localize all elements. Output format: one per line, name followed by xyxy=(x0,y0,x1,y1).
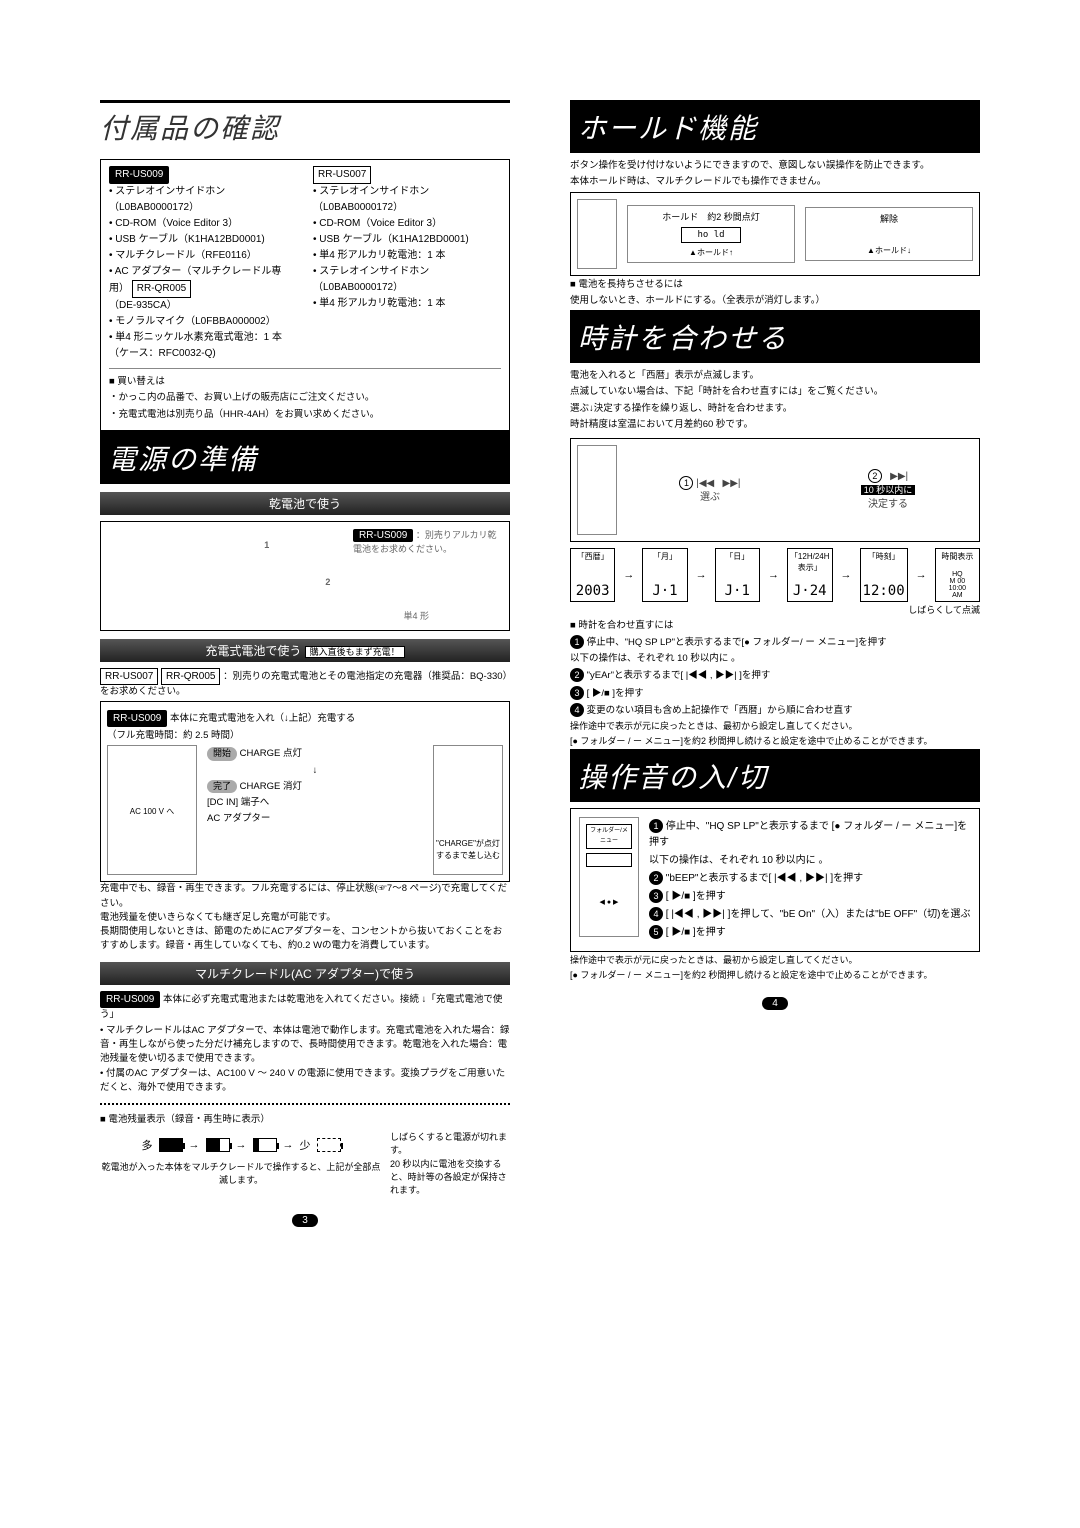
sub-rechargeable: 充電式電池で使う 購入直後もまず充電！ xyxy=(100,639,510,662)
clock-note: [● フォルダー / ー メニュー]を約2 秒間押し続けると設定を途中で止めるこ… xyxy=(570,735,980,748)
op-note: 操作途中で表示が元に戻ったときは、最初から設定し直してください。 xyxy=(570,954,980,967)
clock-sequence: 「西暦」2003 → 「月」J·1 → 「日」J·1 → 「12H/24H 表示… xyxy=(570,548,980,602)
op-note: [● フォルダー / ー メニュー]を約2 秒間押し続けると設定を途中で止めるこ… xyxy=(570,969,980,982)
dry-battery-figure: RR-US009 ：別売りアルカリ乾電池をお求めください。 1 2 単4 形 xyxy=(100,521,510,631)
replace-note: ・かっこ内の品番で、お買い上げの販売店にご注文ください。 xyxy=(109,391,501,405)
cradle-line: RR-US009 本体に必ず充電式電池または乾電池を入れてください。接続 ↓「充… xyxy=(100,991,510,1022)
left-column: 付属品の確認 RR-US009 ステレオインサイドホン（L0BAB0000172… xyxy=(100,100,510,1227)
replace-head: 買い替えは xyxy=(109,375,501,389)
clock-intro: 点滅していない場合は、下記「時計を合わせ直すには」をご覧ください。 xyxy=(570,385,980,399)
acc-item: CD-ROM（Voice Editor 3） xyxy=(109,216,297,232)
page-number: 3 xyxy=(292,1214,318,1227)
right-column: ホールド機能 ボタン操作を受け付けないようにできますので、意図しない誤操作を防止… xyxy=(570,100,980,1227)
page-number: 4 xyxy=(762,997,788,1010)
acc-item: CD-ROM（Voice Editor 3） xyxy=(313,216,501,232)
device-icon: フォルダー/メニュー ◀ ● ▶ xyxy=(579,817,639,937)
op-step: [ ▶/■ ]を押す xyxy=(666,891,726,902)
clock-step: [ ▶/■ ]を押す xyxy=(587,688,644,699)
clock-step: 変更のない項目も含め上記操作で「西暦」から順に合わせ直す xyxy=(587,705,853,716)
op-step: 停止中、"HQ SP LP"と表示するまで [● フォルダー / ー メニュー]… xyxy=(649,821,967,848)
charge-figure: RR-US009 本体に充電式電池を入れ（↓上記）充電する （フル充電時間：約 … xyxy=(100,701,510,882)
sec-clock-title: 時計を合わせる xyxy=(570,310,980,363)
battery-head: 電池残量表示（録音・再生時に表示） xyxy=(100,1113,510,1127)
acc-item: USB ケーブル（K1HA12BD0001) xyxy=(313,232,501,248)
battery-note: しばらくすると電源が切れます。 xyxy=(390,1131,510,1156)
battery-note: 20 秒以内に電池を交換すると、時計等の各設定が保持されます。 xyxy=(390,1158,510,1196)
acc-item: USB ケーブル（K1HA12BD0001) xyxy=(109,232,297,248)
hold-intro: ボタン操作を受け付けないようにできますので、意図しない誤操作を防止できます。 xyxy=(570,159,980,173)
clock-blink-note: しばらくして点滅 xyxy=(570,604,980,617)
replace-note: ・充電式電池は別売り品（HHR-4AH）をお買い求めください。 xyxy=(109,408,501,422)
hold-figure: ホールド 約2 秒間点灯 ho ld ▲ホールド↑ 解除 ▲ホールド↓ xyxy=(570,192,980,276)
clock-select-figure: 1 |◀◀ ▶▶| 選ぶ 2 ▶▶| 10 秒以内に 決定する xyxy=(570,438,980,542)
model-us009: RR-US009 xyxy=(109,166,169,184)
hold-intro: 本体ホールド時は、マルチクレードルでも操作できません。 xyxy=(570,175,980,189)
clock-intro: 電池を入れると「西暦」表示が点滅します。 xyxy=(570,369,980,383)
acc-item: 単4 形アルカリ乾電池：1 本 xyxy=(313,248,501,264)
hold-long-text: 使用しないとき、ホールドにする。（全表示が消灯します。） xyxy=(570,294,980,308)
acc-item: （DE-935CA） xyxy=(109,298,297,314)
clock-step: 停止中、"HQ SP LP"と表示するまで[● フォルダー/ ー メニュー]を押… xyxy=(587,637,887,648)
battery-foot-note: 乾電池が入った本体をマルチクレードルで操作すると、上記が全部点滅します。 xyxy=(100,1161,382,1186)
op-step: [ |◀◀ , ▶▶| ]を押して、"bE On"（入）または"bE OFF"（… xyxy=(666,909,971,920)
acc-item: ステレオインサイドホン（L0BAB0000172） xyxy=(313,264,501,296)
recharge-intro: RR-US007 RR-QR005 ：別売りの充電式電池とその電池指定の充電器（… xyxy=(100,668,510,699)
clock-intro: 選ぶ↓決定する操作を繰り返し、時計を合わせます。 xyxy=(570,402,980,416)
dotted-separator xyxy=(100,1103,510,1105)
acc-item: マルチクレードル（RFE0116） xyxy=(109,248,297,264)
clock-step: 以下の操作は、それぞれ 10 秒以内に 。 xyxy=(570,652,980,666)
acc-item: モノラルマイク（L0FBBA000002） xyxy=(109,314,297,330)
clock-note: 操作途中で表示が元に戻ったときは、最初から設定し直してください。 xyxy=(570,720,980,733)
sub-cradle: マルチクレードル(AC アダプター)で使う xyxy=(100,962,510,985)
cradle-notes: マルチクレードルはAC アダプターで、本体は電池で動作します。充電式電池を入れた… xyxy=(100,1024,510,1095)
accessories-box: RR-US009 ステレオインサイドホン（L0BAB0000172） CD-RO… xyxy=(100,159,510,431)
battery-indicator-row: 多 → → → 少 xyxy=(100,1137,382,1153)
hold-long-head: 電池を長持ちさせるには xyxy=(570,278,980,292)
op-step: 以下の操作は、それぞれ 10 秒以内に 。 xyxy=(649,853,971,869)
model-us007: RR-US007 xyxy=(313,166,371,184)
sec-hold-title: ホールド機能 xyxy=(570,100,980,153)
sub-dry-battery: 乾電池で使う xyxy=(100,492,510,515)
charge-notes: 充電中でも、録音・再生できます。フル充電するには、停止状態(☞7～8 ページ)で… xyxy=(100,882,510,953)
clock-intro: 時計精度は室温において月差約60 秒です。 xyxy=(570,418,980,432)
clock-step: "yEAr"と表示するまで[ |◀◀ , ▶▶| ]を押す xyxy=(587,670,771,681)
clock-reset-head: 時計を合わせ直すには xyxy=(570,619,980,633)
op-step: "bEEP"と表示するまで[ |◀◀ , ▶▶| ]を押す xyxy=(666,873,863,884)
acc-item: 単4 形ニッケル水素充電式電池：1 本（ケース：RFC0032-Q) xyxy=(109,330,297,362)
sec-beep-title: 操作音の入/切 xyxy=(570,749,980,802)
sec-power-title: 電源の準備 xyxy=(100,431,510,484)
acc-item: ステレオインサイドホン（L0BAB0000172） xyxy=(313,184,501,216)
beep-op-box: フォルダー/メニュー ◀ ● ▶ 1 停止中、"HQ SP LP"と表示するまで… xyxy=(570,808,980,952)
acc-item: ステレオインサイドホン（L0BAB0000172） xyxy=(109,184,297,216)
op-step: [ ▶/■ ]を押す xyxy=(666,927,726,938)
acc-item: AC アダプター（マルチクレードル専用） RR-QR005 xyxy=(109,264,297,298)
sec-accessories-title: 付属品の確認 xyxy=(100,100,510,153)
acc-item: 単4 形アルカリ乾電池：1 本 xyxy=(313,296,501,312)
